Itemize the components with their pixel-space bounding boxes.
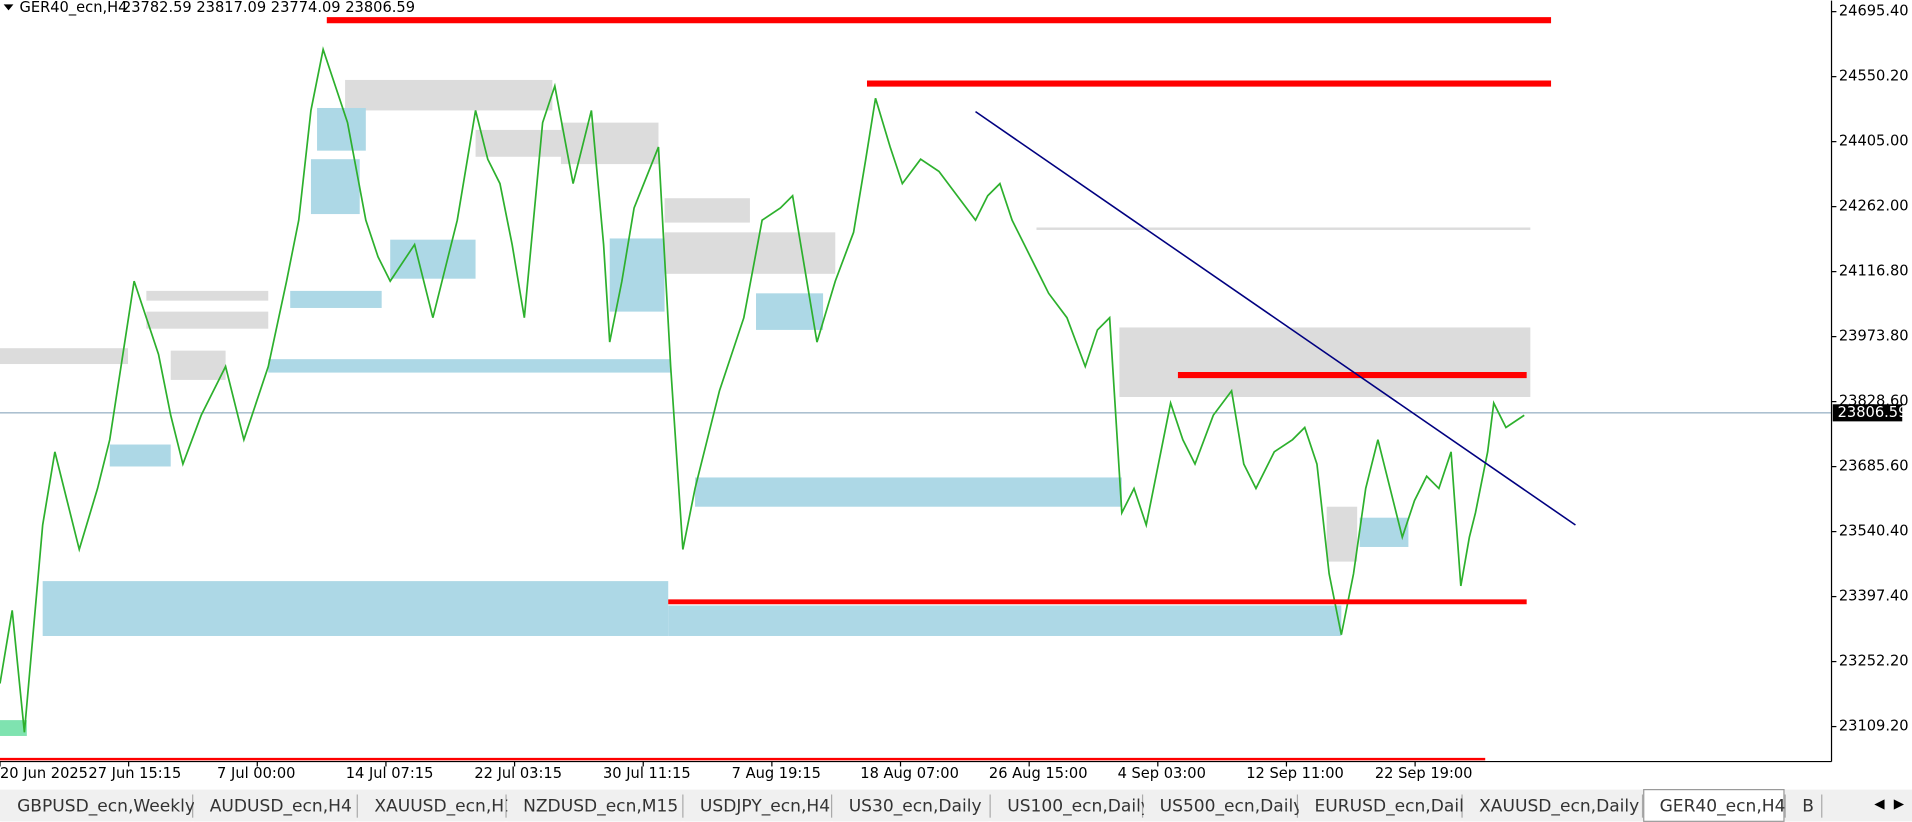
time-label: 22 Sep 19:00 [1375, 765, 1473, 782]
demand-zone [668, 605, 1342, 636]
price-label: 24116.80 [1839, 263, 1909, 280]
demand-zone [390, 239, 476, 279]
demand-zone [42, 581, 669, 636]
tab[interactable]: GBPUSD_ecn,Weekly [1, 792, 195, 822]
current-price-label: 23806.59 [1838, 404, 1908, 421]
tab-bg [507, 792, 682, 822]
tab-label: EURUSD_ecn,Daily [1315, 797, 1474, 817]
tab-bg [1786, 792, 1821, 822]
time-label: 26 Aug 15:00 [989, 765, 1088, 782]
tab-label: GER40_ecn,H4 [1660, 797, 1786, 817]
tab-label: US500_ecn,Daily [1160, 797, 1304, 817]
supply-zone [170, 350, 226, 380]
tab[interactable]: B [1786, 792, 1823, 822]
tab[interactable]: XAUUSD_ecn,Daily [1463, 792, 1644, 822]
tab-label: USDJPY_ecn,H4 [700, 797, 830, 817]
demand-zone [317, 107, 366, 151]
tab-bg [1463, 792, 1642, 822]
chart-bg [0, 0, 1832, 762]
tab-bg [832, 792, 989, 822]
current-price-box [1832, 404, 1903, 422]
price-label: 23109.20 [1839, 718, 1909, 735]
tabs: GBPUSD_ecn,Weekly AUDUSD_ecn,H4 XAUUSD_ecn… [1, 789, 1823, 822]
demand-zone [756, 293, 824, 330]
price-path [0, 46, 1525, 733]
time-label: 7 Aug 19:15 [732, 765, 821, 782]
demand-zone [268, 359, 671, 373]
supply-zone [1119, 327, 1531, 397]
supply-zone [1326, 506, 1358, 562]
chart-symbol: GER40_ecn,H4 [20, 0, 128, 16]
supply-line [1036, 227, 1531, 230]
tab[interactable]: EURUSD_ecn,Daily [1298, 792, 1474, 822]
chart-area: GER40_ecn,H4 23782.59 23817.09 23774.09 … [0, 0, 1832, 762]
price-label: 24695.40 [1839, 3, 1909, 20]
supply-zone [560, 122, 659, 165]
tab-bg [991, 792, 1142, 822]
tab-label: US100_ecn,Daily [1007, 797, 1151, 817]
supply-zone [146, 311, 269, 329]
tab-bg [193, 792, 357, 822]
price-label: 24405.00 [1839, 133, 1909, 150]
trendline [975, 110, 1576, 526]
price-label: 24262.00 [1839, 198, 1909, 215]
scroll-left[interactable]: ◀ [1874, 797, 1885, 812]
tab-label: AUDUSD_ecn,H4 [210, 797, 352, 817]
demand-zone [310, 159, 360, 215]
menu-arrow[interactable] [3, 4, 14, 11]
time-axis: 20 Jun 2025 27 Jun 15:15 7 Jul 00:00 14 Jul… [0, 761, 1473, 782]
tab[interactable]: NZDUSD_ecn,M15 [507, 792, 684, 822]
scroll-right[interactable]: ▶ [1894, 797, 1905, 812]
tab-label: B [1802, 797, 1814, 817]
tab-bg [1643, 789, 1785, 822]
time-label: 27 Jun 15:15 [88, 765, 181, 782]
tab[interactable]: XAUUSD_ecn,H1 [358, 792, 516, 822]
price-label: 23685.60 [1839, 458, 1909, 475]
price-axis: 24695.40 24550.20 24405.00 24262.00 24116.80… [1831, 3, 1909, 735]
tab[interactable]: GER40_ecn,H4 [1643, 789, 1786, 822]
supply-zone [345, 79, 553, 111]
tab-label: GBPUSD_ecn,Weekly [17, 797, 195, 817]
price-label: 23973.80 [1839, 328, 1909, 345]
tab-bg [1298, 792, 1461, 822]
tab-label: NZDUSD_ecn,M15 [523, 797, 678, 817]
price-label: 23397.40 [1839, 588, 1909, 605]
time-label: 7 Jul 00:00 [217, 765, 295, 782]
tab[interactable]: US30_ecn,Daily [832, 792, 991, 822]
demand-zone [0, 720, 27, 736]
tab-bg [1, 792, 192, 822]
zones [0, 79, 1531, 736]
tab-bg [358, 792, 505, 822]
time-label: 18 Aug 07:00 [860, 765, 959, 782]
time-label: 14 Jul 07:15 [346, 765, 434, 782]
supply-zone [146, 290, 269, 301]
time-label: 22 Jul 03:15 [474, 765, 562, 782]
time-label: 4 Sep 03:00 [1118, 765, 1206, 782]
tab-label: US30_ecn,Daily [849, 797, 982, 817]
tab[interactable]: US100_ecn,Daily [991, 792, 1151, 822]
tab-label: XAUUSD_ecn,Daily [1479, 797, 1639, 817]
tab[interactable]: USDJPY_ecn,H4 [684, 792, 833, 822]
demand-zone [109, 444, 171, 467]
time-label: 30 Jul 11:15 [603, 765, 691, 782]
price-label: 23540.40 [1839, 523, 1909, 540]
demand-zone [290, 290, 382, 308]
tab-label: XAUUSD_ecn,H1 [374, 797, 515, 817]
supply-zone [664, 232, 836, 274]
supply-zone [0, 348, 129, 365]
tab[interactable]: AUDUSD_ecn,H4 [193, 792, 358, 822]
tab-bg [1143, 792, 1297, 822]
time-label: 20 Jun 2025 [0, 765, 88, 782]
price-label: 24550.20 [1839, 68, 1909, 85]
supply-zone [664, 198, 750, 223]
tab-bg [684, 792, 831, 822]
price-label: 23252.20 [1839, 653, 1909, 670]
demand-zone [695, 477, 1122, 507]
time-label: 12 Sep 11:00 [1246, 765, 1344, 782]
chart-ohlc: 23782.59 23817.09 23774.09 23806.59 [122, 0, 415, 16]
tab[interactable]: US500_ecn,Daily [1143, 792, 1304, 822]
